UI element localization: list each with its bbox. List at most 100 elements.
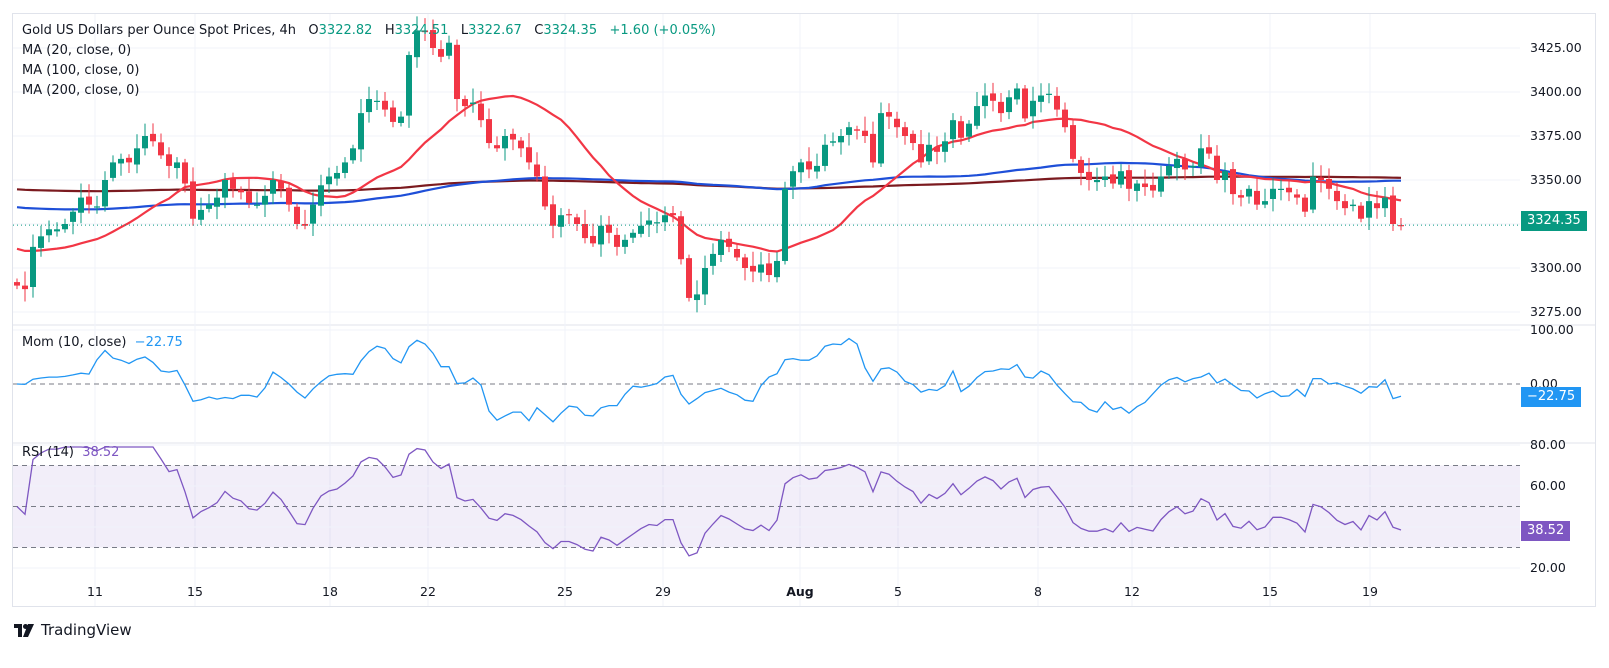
candle-body: [430, 30, 436, 48]
candle-body: [294, 206, 300, 224]
candle-body: [798, 162, 804, 173]
candle-body: [1070, 125, 1076, 159]
candle-body: [1182, 158, 1188, 170]
symbol-title: Gold US Dollars per Ounce Spot Prices, 4…: [22, 23, 296, 38]
candle-body: [398, 116, 404, 123]
candle-body: [462, 99, 468, 107]
candle-body: [1062, 109, 1068, 128]
candle-body: [478, 103, 484, 121]
mom-legend[interactable]: Mom (10, close) −22.75: [22, 335, 183, 350]
candle-body: [78, 197, 84, 213]
candle-body: [158, 142, 164, 156]
candle-body: [350, 148, 356, 161]
candle-body: [934, 146, 940, 152]
candle-body: [438, 49, 444, 57]
time-tick-label: 29: [655, 584, 671, 599]
candle-body: [734, 248, 740, 258]
candle-body: [142, 136, 148, 149]
candle-body: [1262, 201, 1268, 205]
candle-body: [518, 140, 524, 149]
mom-value: −22.75: [134, 335, 183, 350]
candle-body: [310, 204, 316, 224]
ma200-legend[interactable]: MA (200, close, 0): [22, 83, 140, 98]
time-tick-label: 5: [894, 584, 902, 599]
candle-body: [1086, 171, 1092, 180]
candle-body: [694, 294, 700, 301]
candle-body: [894, 118, 900, 128]
candle-body: [38, 236, 44, 248]
candle-body: [494, 145, 500, 149]
candle-body: [270, 180, 276, 194]
candle-body: [1054, 95, 1060, 110]
candle-body: [854, 129, 860, 131]
candle-body: [1110, 174, 1116, 184]
candle-body: [1342, 201, 1348, 209]
candle-body: [286, 187, 292, 205]
candle-body: [1318, 177, 1324, 180]
candle-body: [630, 232, 636, 238]
candle-body: [1302, 197, 1308, 212]
candle-body: [582, 224, 588, 239]
candle-body: [62, 224, 68, 230]
candle-body: [926, 144, 932, 162]
candle-body: [662, 215, 668, 223]
candle-body: [550, 204, 556, 226]
candle-body: [486, 119, 492, 144]
candle-body: [590, 235, 596, 244]
candle-body: [982, 95, 988, 107]
candle-body: [1006, 97, 1012, 113]
candle-body: [1158, 176, 1164, 192]
candle-body: [574, 217, 580, 224]
ma100-line: [16, 161, 1401, 211]
candle-body: [414, 30, 420, 58]
candle-body: [454, 44, 460, 100]
price-tick-label: 3300.00: [1530, 260, 1582, 275]
candle-body: [718, 239, 724, 255]
ma20-legend[interactable]: MA (20, close, 0): [22, 43, 132, 58]
candle-body: [822, 144, 828, 166]
candle-body: [14, 282, 20, 286]
candle-body: [870, 133, 876, 163]
high-value: 3324.51: [394, 23, 449, 38]
candle-body: [918, 144, 924, 163]
candle-body: [830, 141, 836, 143]
chart-frame: [12, 13, 1596, 607]
candle-body: [1230, 169, 1236, 195]
candle-body: [886, 112, 892, 117]
candle-body: [950, 120, 956, 140]
candle-body: [526, 147, 532, 163]
symbol-legend: Gold US Dollars per Ounce Spot Prices, 4…: [22, 23, 716, 38]
candle-body: [638, 225, 644, 234]
price-badge: 3324.35: [1521, 211, 1587, 231]
time-tick-label: 8: [1034, 584, 1042, 599]
candle-body: [1358, 205, 1364, 219]
candle-body: [70, 211, 76, 222]
candle-body: [366, 99, 372, 113]
ma100-legend[interactable]: MA (100, close, 0): [22, 63, 140, 78]
candle-body: [958, 121, 964, 138]
tradingview-logo[interactable]: TradingView: [14, 621, 132, 639]
candle-body: [86, 196, 92, 205]
candle-body: [150, 133, 156, 142]
rsi-legend[interactable]: RSI (14) 38.52: [22, 445, 119, 460]
candle-body: [614, 234, 620, 247]
candle-body: [422, 30, 428, 33]
candle-body: [1398, 225, 1404, 227]
candle-body: [1174, 158, 1180, 169]
candle-body: [102, 180, 108, 207]
candle-body: [246, 191, 252, 203]
candle-body: [686, 258, 692, 298]
candle-body: [1126, 170, 1132, 189]
candle-body: [974, 106, 980, 126]
candle-body: [902, 127, 908, 136]
candle-body: [1326, 178, 1332, 189]
candle-body: [846, 127, 852, 135]
candle-body: [790, 171, 796, 187]
candle-body: [1150, 184, 1156, 191]
candle-body: [182, 162, 188, 184]
candle-body: [1222, 171, 1228, 180]
candle-body: [1198, 148, 1204, 167]
candle-body: [46, 229, 52, 236]
candle-body: [702, 268, 708, 295]
